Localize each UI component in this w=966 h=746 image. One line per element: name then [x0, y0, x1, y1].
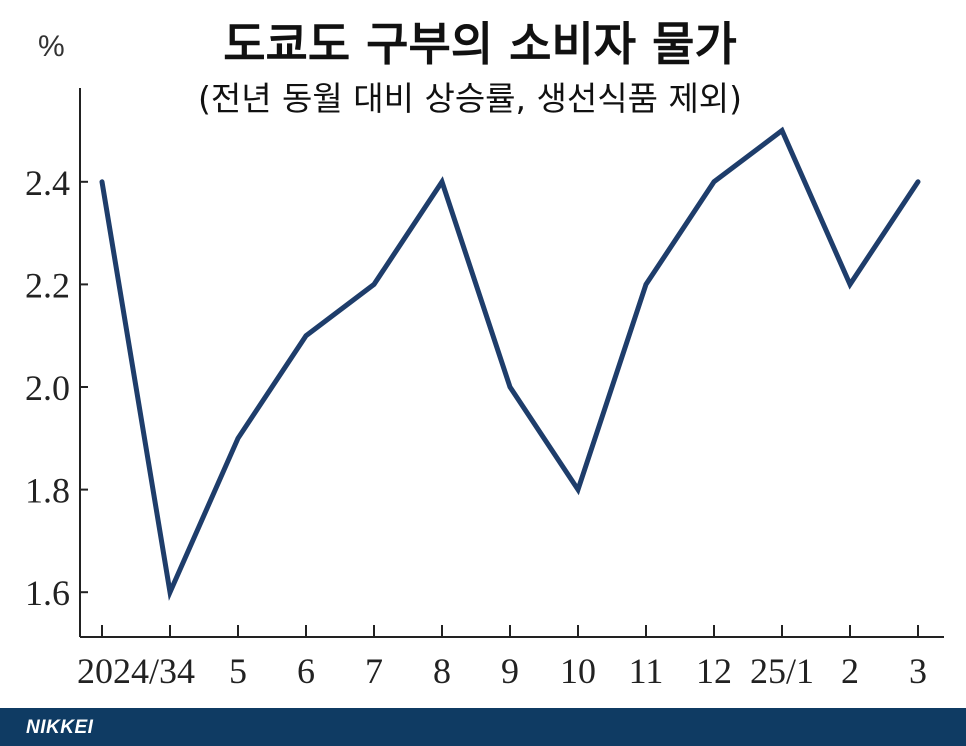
- line-chart: 1.6 1.8 2.0 2.2 2.4 2024/34 5 6 7 8 9 10 11 12 25/1 2 3: [25, 88, 944, 691]
- y-tick-label: 1.6: [25, 573, 70, 613]
- x-tick-label: 6: [297, 651, 315, 691]
- x-tick-label: 3: [909, 651, 927, 691]
- x-tick-label: 12: [696, 651, 732, 691]
- series-line: [99, 126, 921, 601]
- footer-bar: NIKKEI: [0, 708, 966, 746]
- chart-subtitle: (전년 동월 대비 상승률, 생선식품 제외): [197, 79, 743, 118]
- x-tick-label: 5: [229, 651, 247, 691]
- y-tick-label: 1.8: [25, 471, 70, 511]
- x-tick-label: 11: [629, 651, 664, 691]
- x-tick-label: 10: [560, 651, 596, 691]
- x-tick-label: 25/1: [750, 651, 814, 691]
- y-tick-label: 2.4: [25, 163, 70, 203]
- x-tick-label: 8: [433, 651, 451, 691]
- y-unit-label: %: [38, 30, 65, 63]
- y-tick-label: 2.2: [25, 265, 70, 305]
- y-tick-label: 2.0: [25, 368, 70, 408]
- nikkei-logo: NIKKEI: [26, 717, 94, 738]
- x-tick-label: 7: [365, 651, 383, 691]
- x-tick-label: 9: [501, 651, 519, 691]
- chart-title: 도쿄도 구부의 소비자 물가: [223, 17, 737, 71]
- x-tick-label: 2: [841, 651, 859, 691]
- x-tick-label: 2024/34: [77, 651, 195, 691]
